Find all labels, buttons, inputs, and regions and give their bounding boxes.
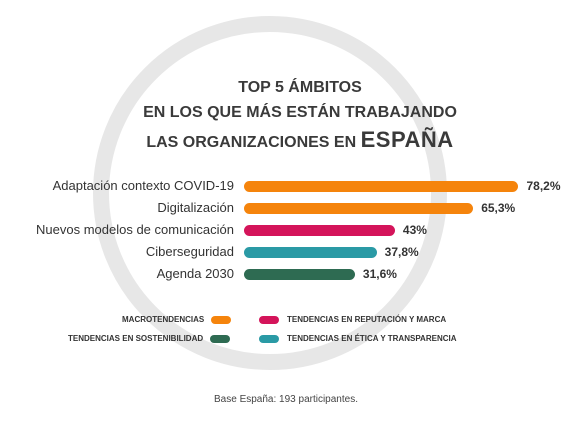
- legend-label-reputacion-marca: TENDENCIAS EN REPUTACIÓN Y MARCA: [287, 315, 447, 324]
- legend-item-reputacion-marca: TENDENCIAS EN REPUTACIÓN Y MARCA: [259, 315, 446, 325]
- legend-item-sostenibilidad: TENDENCIAS EN SOSTENIBILIDAD: [68, 334, 231, 344]
- bar-value-label: 78,2%: [526, 179, 561, 193]
- legend-swatch-sostenibilidad: [210, 335, 231, 343]
- bar-value-label: 31,6%: [362, 267, 397, 281]
- chart-title-line-3-prefix: LAS ORGANIZACIONES EN: [146, 134, 357, 151]
- category-label: Ciberseguridad: [145, 244, 234, 259]
- bar: [244, 181, 519, 192]
- category-label: Nuevos modelos de comunicación: [36, 222, 234, 237]
- legend-swatch-etica-transparencia: [259, 335, 279, 343]
- legend-label-sostenibilidad: TENDENCIAS EN SOSTENIBILIDAD: [68, 334, 204, 343]
- category-label: Agenda 2030: [156, 266, 234, 281]
- chart-title-country: ESPAÑA: [360, 127, 454, 152]
- bar-value-label: 43%: [402, 223, 427, 237]
- bar-value-label: 37,8%: [384, 245, 419, 259]
- legend-item-macrotendencias: MACROTENDENCIAS: [122, 315, 232, 325]
- bar: [244, 203, 474, 214]
- legend-swatch-reputacion-marca: [259, 316, 279, 324]
- chart-title-line-1: TOP 5 ÁMBITOS: [238, 79, 362, 96]
- category-label: Digitalización: [157, 200, 234, 215]
- footnote-base: Base España: 193 participantes.: [214, 394, 358, 405]
- legend-item-etica-transparencia: TENDENCIAS EN ÉTICA Y TRANSPARENCIA: [259, 334, 457, 344]
- bar: [244, 247, 377, 258]
- category-label: Adaptación contexto COVID-19: [52, 178, 234, 193]
- bar: [244, 225, 395, 236]
- legend-label-macrotendencias: MACROTENDENCIAS: [122, 315, 205, 324]
- chart-title-line-2: EN LOS QUE MÁS ESTÁN TRABAJANDO: [143, 104, 457, 121]
- chart-title-line-3: LAS ORGANIZACIONES EN ESPAÑA: [100, 127, 500, 153]
- legend-label-etica-transparencia: TENDENCIAS EN ÉTICA Y TRANSPARENCIA: [287, 334, 457, 343]
- bar-value-label: 65,3%: [481, 201, 516, 215]
- bar: [244, 269, 355, 280]
- legend-swatch-macrotendencias: [211, 316, 232, 324]
